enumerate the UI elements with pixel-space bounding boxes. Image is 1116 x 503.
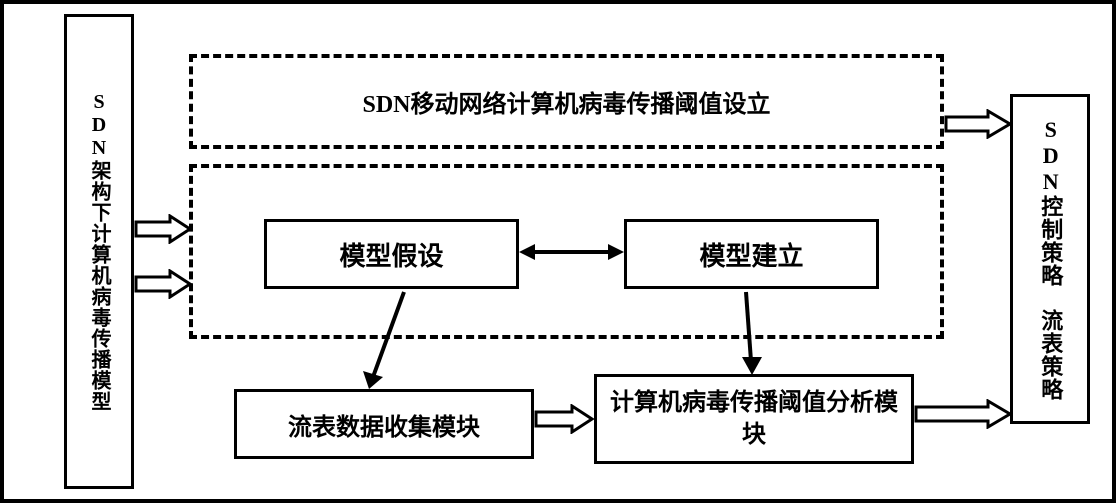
arrow-threshold-to-right (914, 399, 1014, 429)
arrow-left-to-mid-1 (134, 214, 194, 244)
node-model-hypothesis: 模型假设 (264, 219, 519, 289)
left-vertical-label: SDN架构下计算机病毒传播模型 (87, 91, 111, 412)
top-dashed-label: SDN移动网络计算机病毒传播阈值设立 (189, 54, 944, 149)
node-model-establish: 模型建立 (624, 219, 879, 289)
node-left-vertical: SDN架构下计算机病毒传播模型 (64, 14, 134, 489)
arrow-topdashed-to-right (944, 109, 1014, 139)
threshold-analysis-label: 计算机病毒传播阈值分析模块 (605, 387, 903, 452)
node-threshold-analysis: 计算机病毒传播阈值分析模块 (594, 374, 914, 464)
right-vertical-top-label: SDN控制策略 (1037, 117, 1063, 287)
flow-collect-label: 流表数据收集模块 (288, 407, 480, 442)
model-establish-label: 模型建立 (699, 236, 803, 273)
model-hypothesis-label: 模型假设 (339, 236, 443, 273)
node-flow-collect: 流表数据收集模块 (234, 389, 534, 459)
arrow-flowcollect-to-threshold (534, 404, 596, 434)
arrow-left-to-mid-2 (134, 269, 194, 299)
right-vertical-bottom-label: 流表策略 (1037, 309, 1063, 401)
diagram-frame: SDN架构下计算机病毒传播模型 SDN移动网络计算机病毒传播阈值设立 模型假设 … (0, 0, 1116, 503)
node-right-vertical: SDN控制策略 流表策略 (1010, 94, 1090, 424)
